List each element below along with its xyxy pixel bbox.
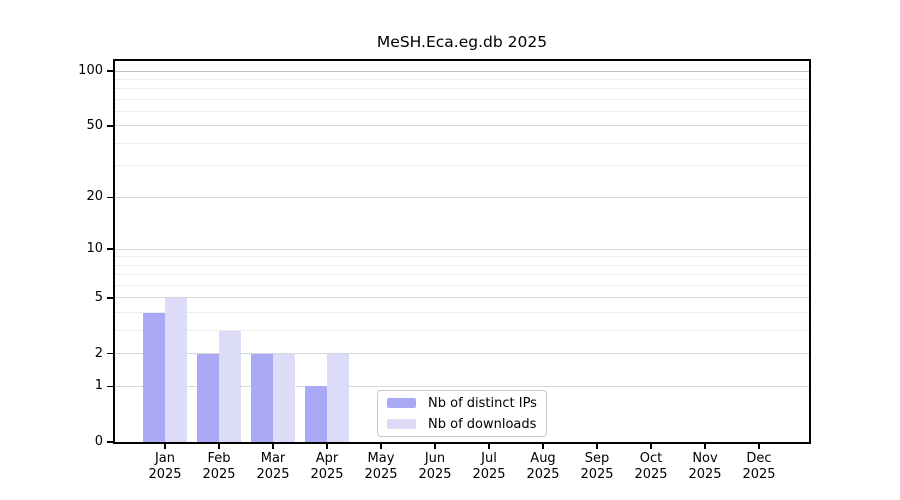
y-tick-label: 0: [94, 434, 103, 449]
gridline: [115, 88, 809, 90]
bar-distinct-ips: [251, 353, 273, 442]
gridline: [115, 264, 809, 266]
x-tick-label: Feb 2025: [202, 451, 236, 482]
gridline: [115, 330, 809, 332]
x-tick-label: Aug 2025: [526, 451, 560, 482]
gridline: [115, 142, 809, 144]
bar-downloads: [327, 353, 349, 442]
y-tick-label: 2: [94, 345, 103, 361]
bar-downloads: [165, 297, 187, 442]
legend: Nb of distinct IPs Nb of downloads: [377, 390, 547, 437]
legend-item-distinct-ips: Nb of distinct IPs: [378, 394, 546, 412]
y-tick-label: 1: [94, 378, 103, 394]
y-tick-label: 10: [86, 241, 103, 257]
x-tick-label: May 2025: [364, 451, 398, 482]
y-tick: [107, 248, 113, 250]
y-tick-label: 50: [86, 117, 103, 133]
gridline: [115, 256, 809, 258]
y-tick: [107, 196, 113, 198]
gridline: [115, 78, 809, 80]
gridline: [115, 353, 809, 355]
bar-distinct-ips: [305, 386, 327, 442]
legend-swatch-distinct-ips: [387, 398, 416, 408]
y-tick: [107, 70, 113, 72]
x-tick: [596, 444, 598, 449]
y-tick-label: 5: [94, 289, 103, 305]
chart-title: MeSH.Eca.eg.db 2025: [376, 33, 548, 51]
x-tick-label: Sep 2025: [580, 451, 614, 482]
x-tick: [542, 444, 544, 449]
plot-area: [113, 59, 811, 444]
y-tick: [107, 352, 113, 355]
x-tick: [650, 444, 652, 449]
gridline: [115, 196, 809, 198]
legend-label-downloads: Nb of downloads: [428, 416, 537, 432]
legend-swatch-downloads: [387, 419, 416, 429]
x-tick: [218, 444, 220, 449]
gridline: [115, 248, 809, 250]
legend-label-distinct-ips: Nb of distinct IPs: [428, 395, 537, 411]
gridline: [115, 98, 809, 100]
x-tick-label: Jul 2025: [472, 451, 506, 482]
gridline: [115, 285, 809, 287]
gridline: [115, 111, 809, 113]
y-tick-label: 20: [86, 189, 103, 205]
bar-distinct-ips: [143, 312, 165, 442]
gridline: [115, 165, 809, 167]
x-tick: [434, 444, 436, 449]
x-tick-label: Jun 2025: [418, 451, 452, 482]
legend-item-downloads: Nb of downloads: [378, 415, 546, 433]
x-tick-label: Oct 2025: [634, 451, 668, 482]
x-tick: [758, 444, 760, 449]
bar-downloads: [273, 353, 295, 442]
bar-distinct-ips: [197, 353, 219, 442]
x-tick: [488, 444, 490, 449]
x-tick-label: Dec 2025: [742, 451, 776, 482]
x-tick-label: Mar 2025: [256, 451, 290, 482]
y-tick: [107, 441, 113, 443]
gridline: [115, 297, 809, 299]
y-tick: [107, 385, 113, 388]
x-tick-label: Nov 2025: [688, 451, 722, 482]
gridline: [115, 125, 809, 127]
x-tick: [164, 444, 166, 449]
gridline: [115, 385, 809, 387]
x-tick: [272, 444, 274, 449]
gridline: [115, 274, 809, 276]
y-tick: [107, 125, 113, 127]
bar-downloads: [219, 330, 241, 442]
y-tick: [107, 297, 113, 299]
gridline: [115, 70, 809, 72]
y-tick-label: 100: [78, 63, 103, 78]
x-tick-label: Apr 2025: [310, 451, 344, 482]
x-tick: [380, 444, 382, 449]
gridline: [115, 312, 809, 314]
x-tick: [704, 444, 706, 449]
x-tick: [326, 444, 328, 449]
x-tick-label: Jan 2025: [148, 451, 182, 482]
